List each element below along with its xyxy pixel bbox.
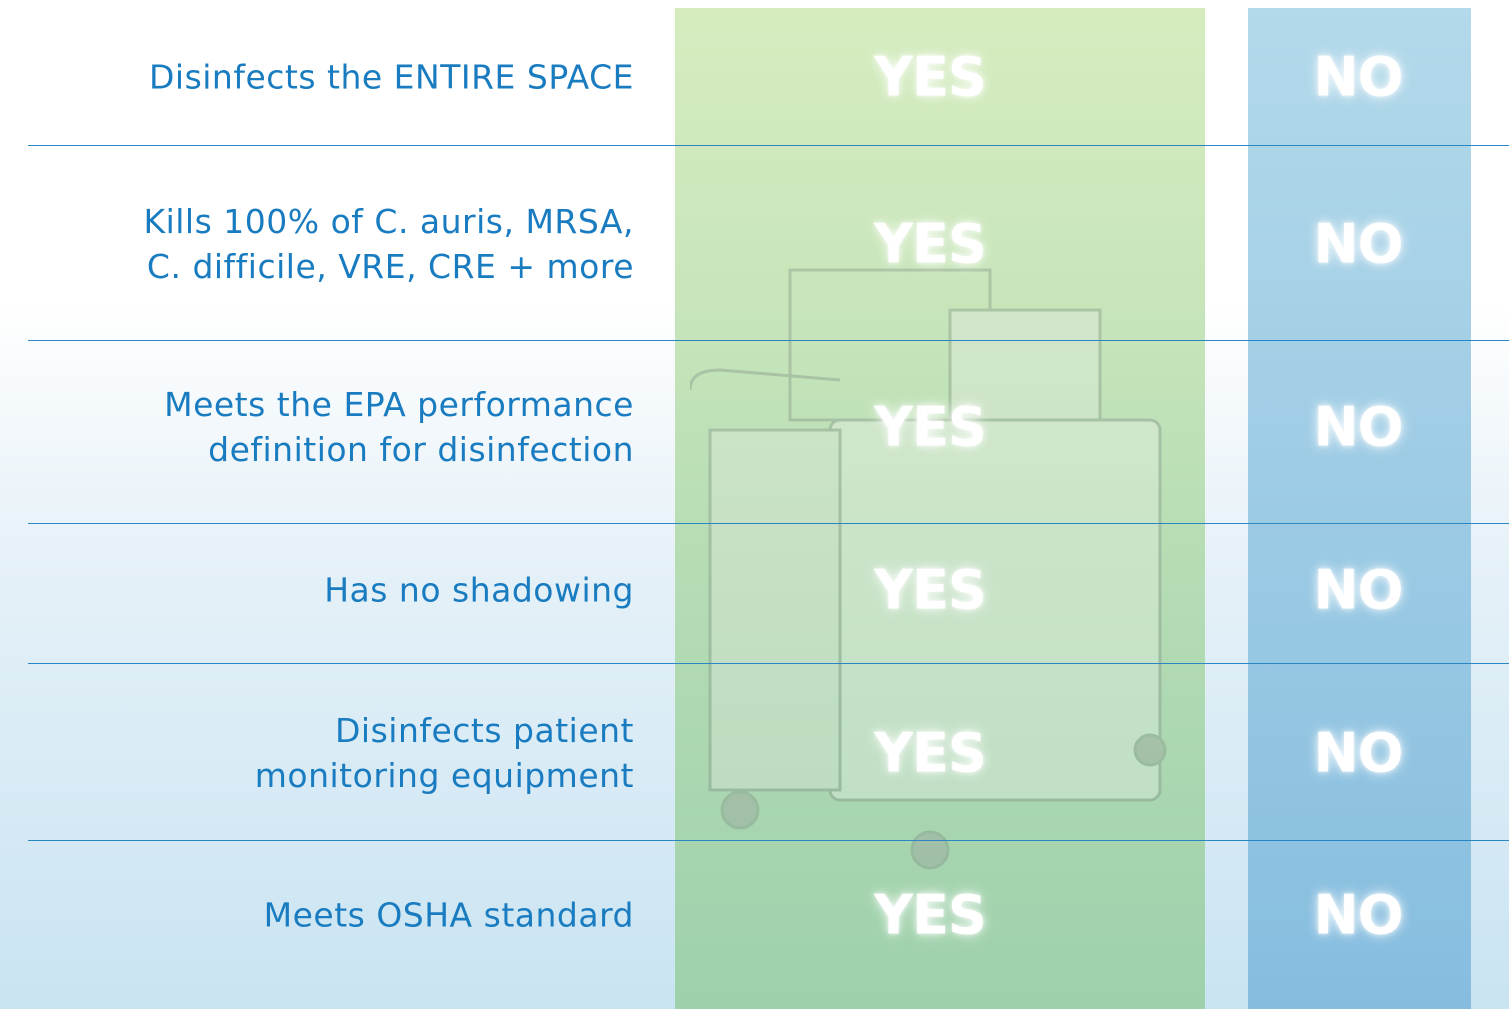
- yes-label: YES: [874, 46, 986, 109]
- yes-label: YES: [874, 884, 986, 947]
- row-divider: [28, 523, 1509, 524]
- feature-label: Meets OSHA standard: [14, 893, 634, 938]
- no-label: NO: [1313, 213, 1402, 276]
- feature-label: Kills 100% of C. auris, MRSA,C. difficil…: [14, 199, 634, 289]
- yes-label: YES: [874, 559, 986, 622]
- yes-label: YES: [874, 722, 986, 785]
- row-divider: [28, 340, 1509, 341]
- row-divider: [28, 840, 1509, 841]
- no-label: NO: [1313, 396, 1402, 459]
- feature-line: C. difficile, VRE, CRE + more: [14, 244, 634, 289]
- feature-line: definition for disinfection: [14, 427, 634, 472]
- feature-line: Has no shadowing: [14, 568, 634, 613]
- feature-line: Disinfects patient: [14, 708, 634, 753]
- no-column: [1248, 8, 1471, 1009]
- yes-label: YES: [874, 213, 986, 276]
- feature-line: Meets the EPA performance: [14, 382, 634, 427]
- feature-label: Has no shadowing: [14, 568, 634, 613]
- no-label: NO: [1313, 722, 1402, 785]
- feature-label: Disinfects the ENTIRE SPACE: [14, 55, 634, 100]
- yes-label: YES: [874, 396, 986, 459]
- feature-line: Disinfects the ENTIRE SPACE: [14, 55, 634, 100]
- feature-line: Meets OSHA standard: [14, 893, 634, 938]
- no-label: NO: [1313, 884, 1402, 947]
- feature-line: Kills 100% of C. auris, MRSA,: [14, 199, 634, 244]
- no-label: NO: [1313, 46, 1402, 109]
- feature-line: monitoring equipment: [14, 753, 634, 798]
- row-divider: [28, 663, 1509, 664]
- comparison-table: Disinfects the ENTIRE SPACE YES NO Kills 10…: [0, 0, 1509, 1009]
- row-divider: [28, 145, 1509, 146]
- no-label: NO: [1313, 559, 1402, 622]
